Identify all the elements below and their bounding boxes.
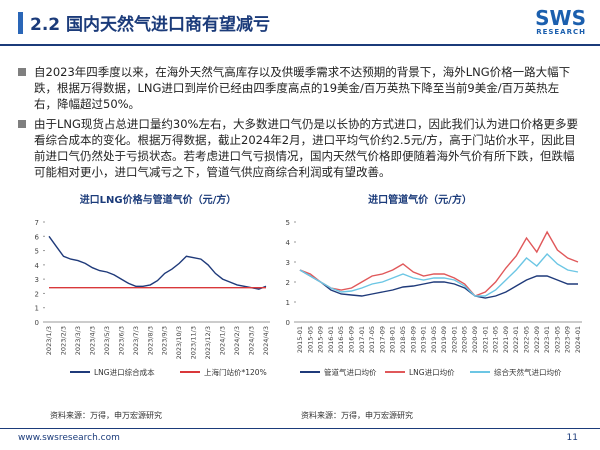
bullet: 自2023年四季度以来，在海外天然气高库存以及供暖季需求不达预期的背景下，海外L… (18, 64, 582, 112)
x-tick-label: 2015-05 (306, 326, 314, 353)
legend-label: 管道气进口均价 (324, 367, 377, 377)
footer-url: www.swsresearch.com (18, 433, 120, 443)
x-tick-label: 2019-05 (430, 326, 438, 353)
x-tick-label: 2023/9/3 (161, 326, 169, 355)
x-tick-label: 2016-05 (337, 326, 345, 353)
chart-title: 进口LNG价格与管道气价（元/方） (80, 193, 237, 206)
logo: SWS RESEARCH (535, 8, 586, 36)
accent-bar (18, 12, 23, 34)
x-tick-label: 2023/11/3 (190, 326, 198, 359)
x-tick-label: 2023/10/3 (175, 326, 183, 359)
x-tick-label: 2015-09 (317, 326, 325, 353)
legend-label: 综合天然气进口均价 (494, 367, 562, 377)
x-tick-label: 2022-05 (523, 326, 531, 353)
series-line (299, 230, 579, 297)
series-line (48, 235, 267, 290)
x-tick-label: 2021-01 (481, 326, 489, 353)
logo-sub: RESEARCH (536, 28, 586, 36)
header-rule (0, 44, 600, 46)
x-tick-label: 2018-05 (399, 326, 407, 353)
x-tick-label: 2023-05 (553, 326, 561, 353)
series-line (299, 252, 579, 297)
source-note: 资料来源：万得，申万宏源研究 (301, 410, 413, 420)
x-tick-label: 2024/4/3 (262, 326, 270, 355)
y-tick-label: 6 (35, 233, 40, 241)
x-tick-label: 2024/3/3 (248, 326, 256, 355)
x-tick-label: 2024/2/3 (233, 326, 241, 355)
x-tick-label: 2017-09 (378, 326, 386, 353)
x-tick-label: 2022-09 (533, 326, 541, 353)
x-tick-label: 2022-01 (512, 326, 520, 353)
legend-label: LNG进口均价 (409, 367, 455, 377)
y-tick-label: 0 (286, 319, 290, 327)
y-tick-label: 3 (286, 259, 290, 267)
y-tick-label: 2 (35, 290, 39, 298)
x-tick-label: 2023/2/3 (59, 326, 67, 355)
y-tick-label: 1 (35, 305, 39, 313)
x-tick-label: 2023/8/3 (146, 326, 154, 355)
y-tick-label: 1 (286, 299, 290, 307)
x-tick-label: 2023/1/3 (45, 326, 53, 355)
x-tick-label: 2021-05 (492, 326, 500, 353)
x-tick-label: 2024-01 (574, 326, 582, 353)
y-tick-label: 7 (35, 219, 39, 227)
y-tick-label: 4 (286, 239, 291, 247)
x-tick-label: 2023/3/3 (74, 326, 82, 355)
chart-title: 进口管道气价（元/方） (368, 193, 472, 206)
x-tick-label: 2021-09 (502, 326, 510, 353)
x-tick-label: 2020-01 (450, 326, 458, 353)
x-tick-label: 2019-01 (420, 326, 428, 353)
y-tick-label: 2 (286, 279, 290, 287)
legend-label: LNG进口综合成本 (94, 367, 155, 377)
page-number: 11 (566, 433, 578, 443)
y-tick-label: 3 (35, 276, 39, 284)
x-tick-label: 2023-01 (543, 326, 551, 353)
x-tick-label: 2018-01 (389, 326, 397, 353)
legend-label: 上海门站价*120% (204, 367, 267, 377)
x-tick-label: 2016-09 (347, 326, 355, 353)
slide-title: 2.2 国内天然气进口商有望减亏 (30, 15, 271, 35)
x-tick-label: 2017-01 (358, 326, 366, 353)
source-note: 资料来源：万得，申万宏源研究 (50, 410, 162, 420)
series-line (299, 269, 578, 299)
footer-rule (0, 428, 600, 429)
x-tick-label: 2023/7/3 (132, 326, 140, 355)
x-tick-label: 2023/5/3 (103, 326, 111, 355)
x-tick-label: 2023-09 (564, 326, 572, 353)
y-tick-label: 4 (35, 262, 40, 270)
x-tick-label: 2019-09 (440, 326, 448, 353)
x-tick-label: 2024/1/3 (219, 326, 227, 355)
x-tick-label: 2017-05 (368, 326, 376, 353)
x-tick-label: 2023/12/3 (204, 326, 212, 359)
x-tick-label: 2023/6/3 (117, 326, 125, 355)
x-tick-label: 2015-01 (296, 326, 304, 353)
x-tick-label: 2016-01 (327, 326, 335, 353)
x-tick-label: 2020-05 (461, 326, 469, 353)
bullet: 由于LNG现货占总进口量约30%左右，大多数进口气仍是以长协的方式进口，因此我们… (18, 116, 582, 180)
y-tick-label: 5 (35, 248, 39, 256)
y-tick-label: 0 (35, 319, 39, 327)
y-tick-label: 5 (286, 219, 290, 227)
x-tick-label: 2020-09 (471, 326, 479, 353)
x-tick-label: 2023/4/3 (88, 326, 96, 355)
logo-text: SWS (535, 6, 586, 30)
x-tick-label: 2018-09 (409, 326, 417, 353)
